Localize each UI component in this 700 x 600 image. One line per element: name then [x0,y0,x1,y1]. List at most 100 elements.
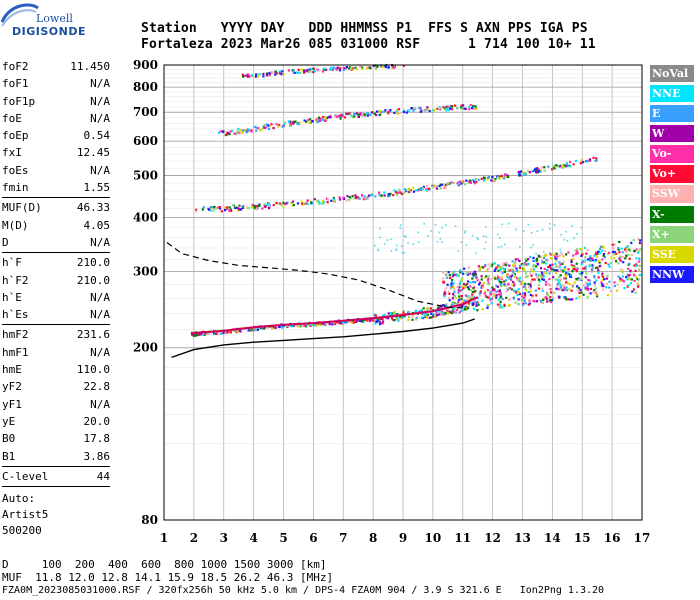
scatter-point [481,299,484,302]
echo-point [317,200,321,203]
echo-point [350,321,353,324]
digisonde-logo: Lowell DIGISONDE [0,0,120,50]
scatter-point [514,301,517,304]
scatter-point [453,307,456,310]
echo-point [452,181,455,185]
faint-point [434,224,437,226]
echo-point [443,184,446,187]
param-name: hmF1 [2,345,29,359]
echo-point [321,70,325,73]
param-value: 20.0 [83,414,111,428]
echo-point [464,107,467,110]
scatter-point [602,246,605,249]
scatter-point [463,283,466,286]
echo-point [482,179,486,182]
param-value: N/A [90,235,110,249]
echo-point [412,190,415,193]
echo-point [588,158,592,161]
scatter-point [623,287,626,290]
echo-point [309,323,312,326]
plot-frame [163,64,643,521]
scatter-point [635,264,638,267]
echo-point [297,325,301,328]
param-value: 17.8 [83,432,111,446]
echo-point [313,198,316,201]
echo-point [539,169,542,172]
x-tick-label: 10 [425,531,442,545]
scatter-point [593,276,596,279]
scatter-point [458,295,461,298]
scatter-point [495,290,498,293]
scatter-point [527,291,530,294]
echo-point [325,118,328,121]
echo-point [446,183,449,186]
echo-point [574,159,577,162]
scatter-point [503,270,506,273]
param-name: foEp [2,129,29,143]
echo-point [543,166,546,169]
echo-point [246,130,249,133]
echo-point [228,133,231,136]
scatter-point [609,290,612,293]
scatter-point [593,288,596,292]
echo-point [307,68,310,71]
echo-point [289,324,292,327]
echo-point [292,122,295,125]
param-value: N/A [90,290,110,304]
echo-point [318,69,321,72]
echo-point [554,167,557,170]
scatter-point [611,250,614,254]
scatter-point [505,279,508,282]
faint-point [460,241,463,243]
scatter-point [540,276,543,279]
echo-point [310,67,313,71]
echo-point [334,322,337,326]
legend-nne: NNE [650,85,694,103]
scatter-point [569,274,573,277]
faint-point [390,250,393,252]
scatter-point [479,291,483,294]
scatter-point [619,277,622,280]
scatter-point [458,282,461,285]
echo-point [255,73,258,76]
echo-point [322,202,325,205]
scatter-point [564,270,567,273]
scatter-point [497,278,500,281]
scatter-point [564,277,567,280]
echo-point [563,164,566,167]
echo-point [421,316,424,319]
scatter-point [568,283,571,286]
scatter-point [518,266,522,269]
scatter-point [613,243,616,246]
auto-scaling-line: 500200 [2,524,42,538]
echo-point [425,187,428,191]
scatter-point [543,267,546,270]
echo-point [365,319,368,322]
legend-vo-: Vo+ [650,165,694,183]
echo-point [272,326,275,329]
echo-point [202,332,205,335]
echo-point [332,66,335,69]
echo-point [391,318,395,321]
echo-point [389,311,392,314]
echo-point [324,323,327,326]
echo-point [340,322,343,325]
scatter-point [517,287,520,291]
scatter-point [449,287,452,290]
scatter-point [523,284,526,287]
scatter-point [560,269,563,272]
param-name: B1 [2,449,16,463]
scatter-point [491,263,494,266]
scatter-point [603,278,606,281]
echo-point [456,182,459,185]
param-name: yF1 [2,397,22,411]
echo-point [290,121,293,125]
scatter-point [529,287,532,290]
scatter-point [548,278,551,281]
scatter-point [497,275,500,278]
echo-point [237,130,240,133]
scatter-point [506,274,509,277]
echo-point [272,204,275,207]
scatter-point [574,249,577,252]
scatter-point [601,245,604,248]
